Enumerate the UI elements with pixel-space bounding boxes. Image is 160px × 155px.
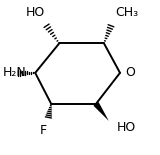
Polygon shape (93, 102, 109, 121)
Text: F: F (40, 124, 47, 137)
Text: HO: HO (117, 121, 136, 134)
Text: H₂N: H₂N (3, 66, 27, 79)
Text: CH₃: CH₃ (115, 6, 138, 19)
Text: HO: HO (26, 6, 45, 19)
Text: O: O (125, 66, 135, 79)
